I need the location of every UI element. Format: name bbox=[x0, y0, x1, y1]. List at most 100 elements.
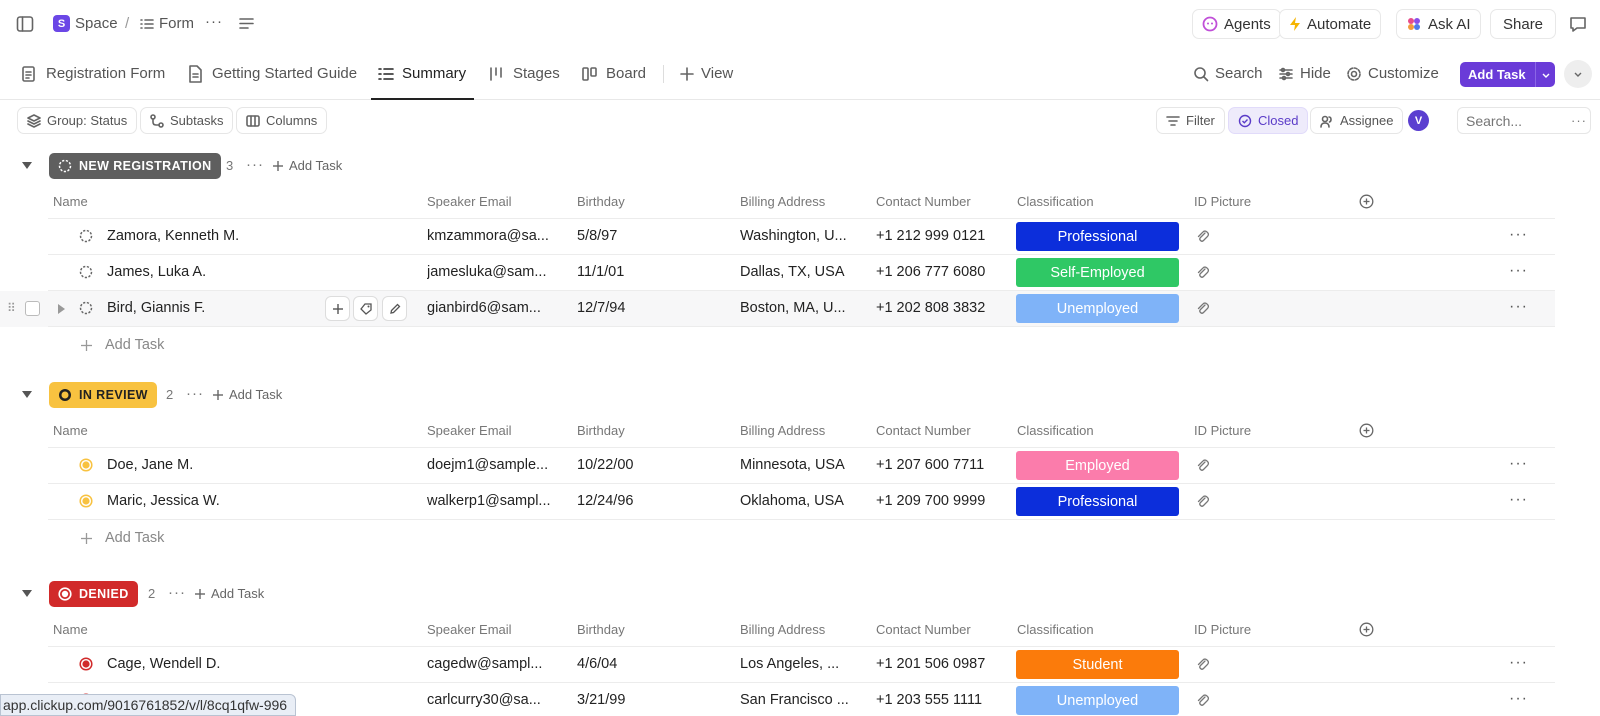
attachment-icon[interactable] bbox=[1196, 301, 1210, 317]
chat-icon[interactable] bbox=[1569, 15, 1587, 33]
column-header[interactable]: Name bbox=[53, 423, 88, 438]
address-cell[interactable]: Washington, U... bbox=[740, 228, 847, 244]
table-row[interactable]: ⠿ Bird, Giannis F. gianbird6@sam... 12/7/94… bbox=[0, 291, 1555, 327]
sidebar-toggle-icon[interactable] bbox=[16, 15, 34, 33]
collapse-caret-icon[interactable] bbox=[22, 590, 32, 598]
birthday-cell[interactable]: 12/7/94 bbox=[577, 300, 626, 316]
group-add-task-button[interactable]: Add Task bbox=[212, 387, 282, 402]
table-row[interactable]: Maric, Jessica W. walkerp1@sampl... 12/24/… bbox=[0, 484, 1555, 520]
row-checkbox[interactable] bbox=[25, 301, 40, 316]
add-subtask-button[interactable] bbox=[325, 296, 350, 321]
row-more-button[interactable]: ··· bbox=[1509, 262, 1528, 279]
column-header[interactable]: Birthday bbox=[577, 622, 625, 637]
attachment-icon[interactable] bbox=[1196, 657, 1210, 673]
add-column-icon[interactable] bbox=[1359, 423, 1374, 438]
classification-badge[interactable]: Self-Employed bbox=[1016, 258, 1179, 287]
description-icon[interactable] bbox=[239, 16, 254, 31]
task-name[interactable]: Zamora, Kenneth M. bbox=[107, 228, 240, 244]
column-header[interactable]: Classification bbox=[1017, 194, 1094, 209]
columns-button[interactable]: Columns bbox=[236, 107, 328, 134]
automate-button[interactable]: Automate bbox=[1279, 9, 1382, 39]
add-task-button[interactable]: Add Task bbox=[1460, 62, 1555, 87]
add-view-button[interactable]: View bbox=[680, 48, 733, 99]
birthday-cell[interactable]: 11/1/01 bbox=[577, 264, 625, 280]
row-more-button[interactable]: ··· bbox=[1509, 491, 1528, 508]
tab-board[interactable]: Board bbox=[581, 48, 646, 99]
address-cell[interactable]: Dallas, TX, USA bbox=[740, 264, 845, 280]
add-tag-button[interactable] bbox=[353, 296, 378, 321]
phone-cell[interactable]: +1 207 600 7711 bbox=[876, 457, 985, 473]
column-header[interactable]: Contact Number bbox=[876, 622, 971, 637]
phone-cell[interactable]: +1 202 808 3832 bbox=[876, 300, 986, 316]
add-task-row-button[interactable]: Add Task bbox=[80, 520, 164, 556]
column-header[interactable]: Speaker Email bbox=[427, 194, 512, 209]
address-cell[interactable]: Minnesota, USA bbox=[740, 457, 845, 473]
table-row[interactable]: Zamora, Kenneth M. kmzammora@sa... 5/8/97 W… bbox=[0, 219, 1555, 255]
tab-stages[interactable]: Stages bbox=[488, 48, 560, 99]
column-header[interactable]: Contact Number bbox=[876, 194, 971, 209]
column-header[interactable]: ID Picture bbox=[1194, 622, 1252, 637]
address-cell[interactable]: San Francisco ... bbox=[740, 692, 849, 708]
birthday-cell[interactable]: 4/6/04 bbox=[577, 656, 618, 672]
row-more-button[interactable]: ··· bbox=[1509, 654, 1528, 671]
group-more-button[interactable]: ··· bbox=[186, 385, 204, 402]
task-status-icon[interactable] bbox=[79, 458, 93, 472]
email-cell[interactable]: carlcurry30@sa... bbox=[427, 692, 541, 708]
address-cell[interactable]: Los Angeles, ... bbox=[740, 656, 840, 672]
collapse-caret-icon[interactable] bbox=[22, 391, 32, 399]
tab-summary[interactable]: Summary bbox=[370, 48, 475, 100]
filter-button[interactable]: Filter bbox=[1156, 107, 1225, 134]
tab-getting-started-guide[interactable]: Getting Started Guide bbox=[185, 48, 357, 99]
add-column-icon[interactable] bbox=[1359, 622, 1374, 637]
expand-caret-icon[interactable] bbox=[58, 304, 65, 314]
user-avatar[interactable]: V bbox=[1408, 110, 1429, 131]
hide-button[interactable]: Hide bbox=[1278, 48, 1331, 99]
birthday-cell[interactable]: 10/22/00 bbox=[577, 457, 634, 473]
group-add-task-button[interactable]: Add Task bbox=[194, 586, 264, 601]
classification-badge[interactable]: Employed bbox=[1016, 451, 1179, 480]
phone-cell[interactable]: +1 201 506 0987 bbox=[876, 656, 986, 672]
column-header[interactable]: Billing Address bbox=[740, 194, 826, 209]
group-more-button[interactable]: ··· bbox=[168, 584, 186, 601]
attachment-icon[interactable] bbox=[1196, 265, 1210, 281]
column-header[interactable]: Contact Number bbox=[876, 423, 971, 438]
ask-ai-button[interactable]: Ask AI bbox=[1396, 9, 1481, 39]
closed-filter-button[interactable]: Closed bbox=[1228, 107, 1309, 134]
task-name[interactable]: Cage, Wendell D. bbox=[107, 656, 221, 672]
status-badge[interactable]: IN REVIEW bbox=[49, 382, 157, 408]
status-badge[interactable]: NEW REGISTRATION bbox=[49, 153, 221, 179]
email-cell[interactable]: cagedw@sampl... bbox=[427, 656, 543, 672]
column-header[interactable]: Speaker Email bbox=[427, 622, 512, 637]
share-button[interactable]: Share bbox=[1490, 9, 1557, 39]
column-header[interactable]: Name bbox=[53, 194, 88, 209]
table-row[interactable]: Cage, Wendell D. cagedw@sampl... 4/6/04 Los… bbox=[0, 647, 1555, 683]
attachment-icon[interactable] bbox=[1196, 494, 1210, 510]
group-add-task-button[interactable]: Add Task bbox=[272, 158, 342, 173]
table-row[interactable]: carlcurry30@sa... 3/21/99 San Francisco ..… bbox=[0, 683, 1555, 716]
search-button[interactable]: Search bbox=[1193, 48, 1263, 99]
column-header[interactable]: Billing Address bbox=[740, 622, 826, 637]
birthday-cell[interactable]: 12/24/96 bbox=[577, 493, 634, 509]
group-by-button[interactable]: Group: Status bbox=[17, 107, 138, 134]
email-cell[interactable]: gianbird6@sam... bbox=[427, 300, 541, 316]
email-cell[interactable]: kmzammora@sa... bbox=[427, 228, 549, 244]
column-header[interactable]: Name bbox=[53, 622, 88, 637]
column-header[interactable]: Classification bbox=[1017, 622, 1094, 637]
agents-button[interactable]: Agents bbox=[1192, 9, 1281, 39]
add-task-row-button[interactable]: Add Task bbox=[80, 327, 164, 363]
add-column-icon[interactable] bbox=[1359, 194, 1374, 209]
task-name[interactable]: Doe, Jane M. bbox=[107, 457, 194, 473]
row-more-button[interactable]: ··· bbox=[1509, 455, 1528, 472]
task-name[interactable]: James, Luka A. bbox=[107, 264, 207, 280]
status-badge[interactable]: DENIED bbox=[49, 581, 138, 607]
column-header[interactable]: Billing Address bbox=[740, 423, 826, 438]
column-header[interactable]: ID Picture bbox=[1194, 194, 1252, 209]
row-more-button[interactable]: ··· bbox=[1509, 298, 1528, 315]
classification-badge[interactable]: Unemployed bbox=[1016, 686, 1179, 715]
birthday-cell[interactable]: 5/8/97 bbox=[577, 228, 618, 244]
collapse-caret-icon[interactable] bbox=[22, 162, 32, 170]
phone-cell[interactable]: +1 206 777 6080 bbox=[876, 264, 986, 280]
column-header[interactable]: Birthday bbox=[577, 194, 625, 209]
email-cell[interactable]: walkerp1@sampl... bbox=[427, 493, 551, 509]
birthday-cell[interactable]: 3/21/99 bbox=[577, 692, 626, 708]
